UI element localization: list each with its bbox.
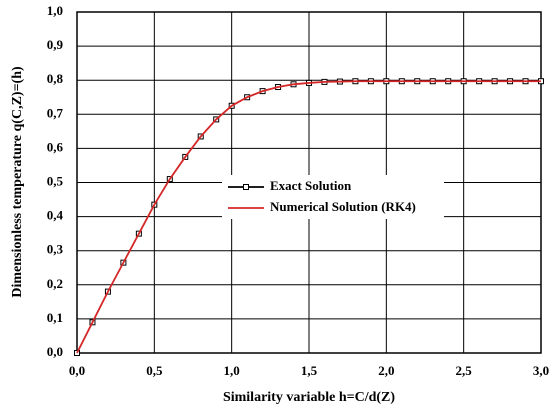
x-axis-label: Similarity variable h=C/d(Z): [223, 390, 395, 405]
x-tick-label: 1,0: [224, 363, 240, 378]
legend-label: Exact Solution: [270, 178, 352, 193]
y-axis-label: Dimensionless temperature q(C,Z)=(h): [10, 66, 25, 298]
y-tick-label: 0,4: [47, 208, 64, 223]
y-tick-label: 0,8: [47, 71, 64, 86]
plot-frame: [76, 11, 542, 354]
y-tick-label: 0,3: [47, 242, 64, 257]
series-line: [76, 80, 541, 354]
y-tick-label: 0,6: [47, 139, 64, 154]
x-tick-label: 2,0: [378, 363, 394, 378]
legend-box: [222, 175, 444, 219]
y-tick-label: 0,7: [47, 105, 64, 120]
legend-marker: [243, 184, 249, 190]
x-tick-label: 0,0: [69, 363, 85, 378]
legend-label: Numerical Solution (RK4): [270, 199, 416, 214]
y-tick-label: 0,5: [47, 173, 64, 188]
x-tick-label: 0,5: [146, 363, 163, 378]
y-tick-label: 1,0: [47, 3, 63, 18]
x-tick-label: 3,0: [533, 363, 549, 378]
x-tick-label: 1,5: [301, 363, 318, 378]
x-tick-label: 2,5: [456, 363, 473, 378]
y-tick-label: 0,2: [47, 276, 63, 291]
y-tick-label: 0,0: [47, 344, 63, 359]
y-tick-label: 0,1: [47, 310, 63, 325]
y-tick-label: 0,9: [47, 37, 64, 52]
